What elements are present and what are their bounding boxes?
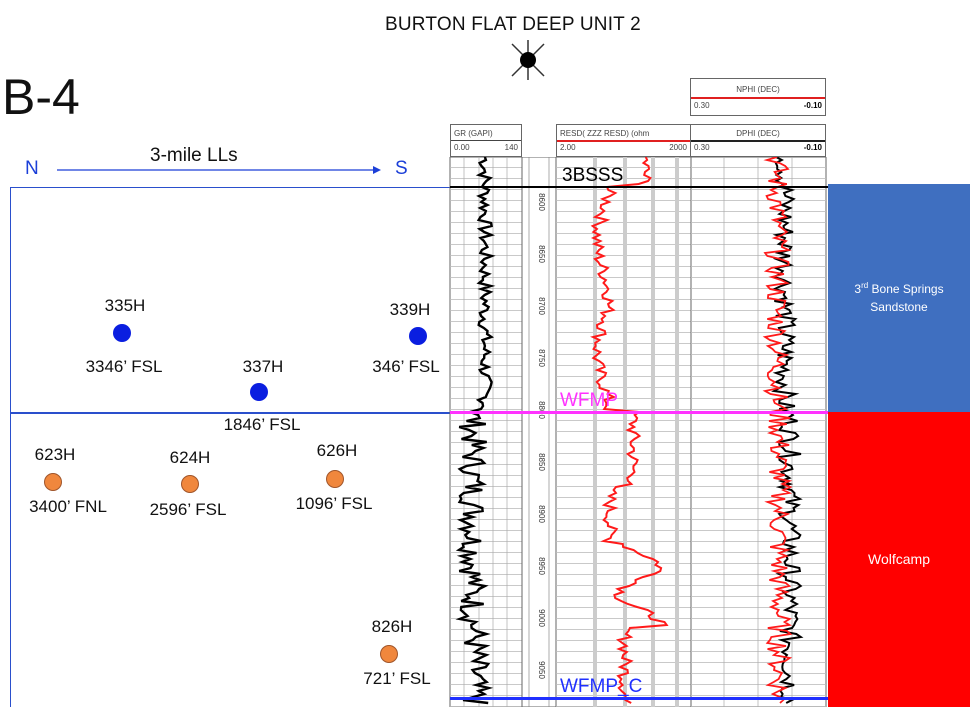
- well-location: 721’ FSL: [363, 669, 431, 688]
- top-wfmp-c-label: WFMP_C: [560, 676, 643, 697]
- lateral-label: 3-mile LLs: [150, 145, 238, 166]
- top-wfmp-line: [450, 411, 828, 414]
- well-log-panel: 8600 8650 8700 8750 8800 8850 8900 8950 9000 9050: [449, 157, 827, 707]
- well-location: 2596’ FSL: [149, 500, 227, 519]
- well-dot: [44, 473, 62, 491]
- gr-header-max: 140: [504, 143, 518, 152]
- well-dot: [380, 645, 398, 663]
- nphi-curve: [762, 157, 793, 704]
- depth-track: [521, 157, 557, 707]
- nphi-track-header: NPHI (DEC) 0.30 -0.10: [690, 78, 826, 116]
- top-3bsss-line: [450, 186, 828, 188]
- well-name: 337H: [242, 357, 284, 376]
- gr-curve: [455, 157, 496, 705]
- well-dot: [326, 470, 344, 488]
- page-title: BURTON FLAT DEEP UNIT 2: [385, 14, 641, 35]
- depth-tick-label: 8950: [537, 557, 546, 575]
- well-name: 339H: [389, 300, 431, 319]
- well-name: 623H: [34, 445, 76, 464]
- depth-tick-label: 8650: [537, 245, 546, 263]
- well-name: 624H: [169, 448, 211, 467]
- depth-tick-label: 8900: [537, 505, 546, 523]
- north-label: N: [25, 158, 39, 179]
- resd-header-max: 2000: [669, 143, 687, 152]
- depth-tick-label: 8750: [537, 349, 546, 367]
- resd-header-label: RESD( ZZZ RESD) (ohm: [560, 129, 650, 138]
- well-dot: [181, 475, 199, 493]
- section-frame: [10, 187, 450, 707]
- dphi-header-label: DPHI (DEC): [736, 129, 780, 138]
- gr-header-label: GR (GAPI): [454, 129, 493, 138]
- top-wfmp-label: WFMP: [560, 390, 619, 411]
- top-3bsss-label: 3BSSS: [562, 165, 624, 186]
- depth-tick-labels: 8600 8650 8700 8750 8800 8850 8900 8950 9000 9050: [537, 193, 546, 679]
- well-location: 1096’ FSL: [295, 494, 373, 513]
- well-dot: [409, 327, 427, 345]
- south-label: S: [395, 158, 408, 179]
- well-dot: [250, 383, 268, 401]
- well-location: 1846’ FSL: [223, 415, 301, 434]
- well-name: 335H: [104, 296, 146, 315]
- resd-curve: [590, 157, 669, 704]
- well-location: 3400’ FNL: [29, 497, 107, 516]
- dphi-header-max: -0.10: [803, 143, 822, 152]
- zone-wolfcamp-label: Wolfcamp: [868, 551, 930, 567]
- direction-arrow-icon: [57, 166, 381, 174]
- nphi-header-max: -0.10: [803, 101, 822, 110]
- well-label: B-4: [2, 69, 80, 125]
- depth-tick-label: 9050: [537, 661, 546, 679]
- dphi-header-min: 0.30: [694, 143, 710, 152]
- dphi-track-header: DPHI (DEC) 0.30 -0.10: [690, 124, 826, 157]
- resd-track-header: RESD( ZZZ RESD) (ohm 2.00 2000: [556, 124, 691, 157]
- well-symbol-icon: [511, 40, 545, 80]
- nphi-header-min: 0.30: [694, 101, 710, 110]
- well-name: 826H: [371, 617, 413, 636]
- well-name: 626H: [316, 441, 358, 460]
- top-wfmp-c-line: [450, 697, 828, 700]
- gr-track-header: GR (GAPI) 0.00 140: [450, 124, 522, 157]
- zone-bone-springs-label: 3rd Bone Springs Sandstone: [854, 281, 944, 314]
- depth-tick-label: 8600: [537, 193, 546, 211]
- resd-header-min: 2.00: [560, 143, 576, 152]
- nphi-header-label: NPHI (DEC): [736, 85, 780, 94]
- depth-tick-label: 8700: [537, 297, 546, 315]
- zone-boundary: [10, 412, 450, 414]
- zone-bone-springs: 3rd Bone Springs Sandstone: [828, 184, 970, 412]
- well-dot: [113, 324, 131, 342]
- depth-tick-label: 8850: [537, 453, 546, 471]
- zone-wolfcamp: Wolfcamp: [828, 412, 970, 707]
- depth-tick-label: 8800: [537, 401, 546, 419]
- well-location: 346’ FSL: [372, 357, 440, 376]
- gr-header-min: 0.00: [454, 143, 470, 152]
- depth-tick-label: 9000: [537, 609, 546, 627]
- well-location: 3346’ FSL: [85, 357, 163, 376]
